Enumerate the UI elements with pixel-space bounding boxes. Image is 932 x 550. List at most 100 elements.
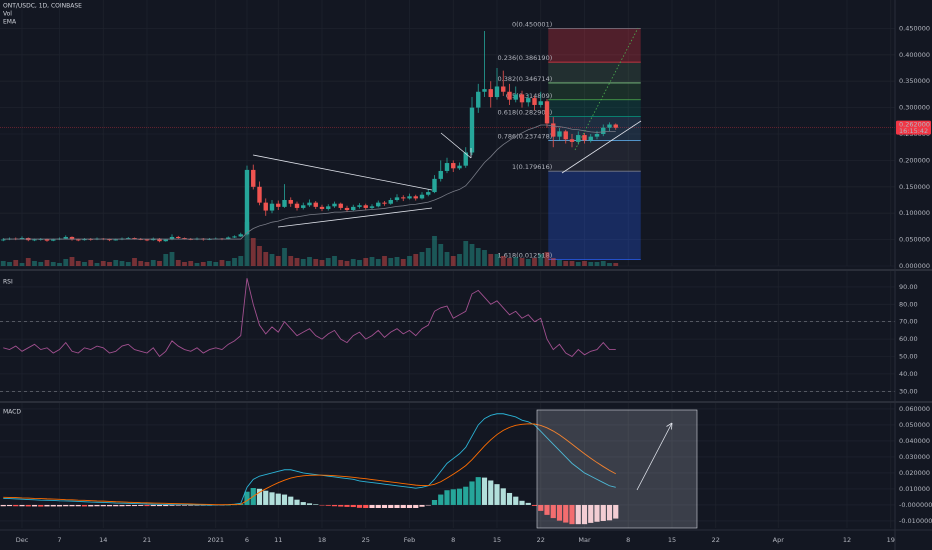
volume-bar — [438, 244, 444, 266]
histogram-bar — [563, 504, 569, 523]
histogram-bar — [163, 504, 169, 507]
candle-body — [469, 107, 475, 153]
fib-band — [548, 28, 641, 63]
y-tick-label: -0.000000 — [899, 501, 932, 509]
fib-label: 0.618(0.282903) — [498, 109, 553, 117]
histogram-bar — [513, 496, 519, 505]
candle-body — [444, 163, 450, 171]
candle-body — [319, 206, 325, 209]
volume-bar — [188, 261, 194, 266]
histogram-bar — [25, 504, 31, 507]
histogram-bar — [525, 502, 531, 505]
volume-bar — [594, 262, 600, 266]
histogram-bar — [106, 504, 113, 507]
histogram-bar — [406, 504, 413, 508]
volume-bar — [244, 222, 250, 266]
histogram-bar — [419, 504, 425, 507]
histogram-bar — [325, 504, 331, 506]
volume-bar — [213, 262, 219, 266]
histogram-bar — [131, 504, 138, 507]
histogram-bar — [75, 504, 81, 507]
highlight-box — [536, 409, 698, 529]
histogram-bar — [569, 504, 575, 525]
histogram-bar — [175, 504, 181, 506]
candle-body — [138, 239, 143, 240]
candle-body — [538, 101, 543, 105]
histogram-bar — [338, 504, 344, 507]
candle-body — [251, 169, 256, 187]
candle-body — [457, 165, 462, 169]
histogram-bar — [156, 504, 163, 507]
volume-bar — [32, 261, 37, 266]
candle-body — [388, 200, 393, 204]
y-tick-label: 40.00 — [899, 370, 918, 378]
histogram-bar — [244, 491, 250, 505]
histogram-bar — [594, 504, 600, 522]
volume-bar — [482, 250, 487, 266]
histogram-bar — [606, 504, 613, 521]
y-tick-label: 0.300000 — [899, 104, 930, 112]
volume-bar — [475, 248, 481, 266]
trend-line — [252, 154, 433, 191]
candle-body — [294, 203, 300, 208]
candle-body — [413, 196, 418, 199]
candle-body — [257, 186, 262, 203]
candle-body — [32, 239, 37, 241]
candle-body — [38, 239, 43, 240]
y-tick-label: 0.010000 — [899, 485, 930, 493]
histogram-bar — [194, 504, 200, 506]
histogram-bar — [613, 504, 619, 519]
histogram-bar — [69, 504, 75, 507]
candle-body — [132, 238, 137, 240]
plot: 0(0.450001) 0.236(0.386190) 0.382(0.346714… — [0, 20, 895, 525]
volume-bar — [457, 254, 462, 266]
histogram-bar — [531, 504, 538, 506]
histogram-bar — [350, 504, 356, 508]
candle-body — [563, 131, 568, 140]
candle-body — [188, 239, 193, 240]
histogram-bar — [256, 488, 263, 505]
y-tick-label: 0.040000 — [899, 437, 930, 445]
volume-bar — [500, 256, 506, 266]
histogram-bar — [63, 504, 69, 507]
candle-body — [326, 206, 331, 209]
histogram-bar — [363, 504, 369, 508]
fib-label: 0.5(0.314809) — [506, 92, 552, 100]
candle-body — [551, 123, 556, 137]
histogram-bar — [294, 499, 300, 505]
fib-label: 1(0.179616) — [512, 163, 552, 171]
histogram-bar — [381, 504, 388, 508]
candle-body — [169, 236, 175, 240]
candle-body — [44, 239, 50, 241]
legend-ema: EMA — [3, 19, 17, 26]
histogram-bar — [438, 494, 444, 505]
histogram-bar — [394, 504, 400, 508]
histogram-bar — [88, 504, 94, 507]
volume-bar — [357, 260, 362, 266]
candle-body — [544, 101, 550, 124]
volume-bar — [394, 257, 400, 266]
candle-body — [276, 203, 281, 207]
volume-bar — [169, 252, 175, 266]
volume-bar — [44, 260, 50, 266]
candle-body — [476, 91, 481, 108]
candle-body — [426, 192, 431, 195]
histogram-bar — [575, 504, 581, 525]
candle-body — [501, 86, 506, 92]
x-tick-label: 18 — [318, 536, 326, 544]
y-tick-label: 0.050000 — [899, 421, 930, 429]
x-tick-label: Dec — [16, 536, 29, 544]
histogram-bar — [0, 504, 6, 507]
volume-bar — [444, 252, 450, 266]
volume-bar — [307, 257, 312, 266]
fib-band — [548, 140, 641, 172]
volume-bar — [82, 262, 87, 266]
histogram-bar — [494, 484, 500, 505]
x-tick-label: 7 — [57, 536, 61, 544]
rsi-line — [3, 278, 616, 358]
candle-body — [69, 236, 75, 240]
volume-bar — [375, 259, 381, 266]
